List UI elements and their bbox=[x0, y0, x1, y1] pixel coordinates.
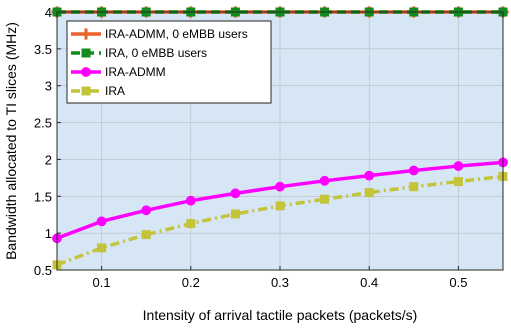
y-tick-label: 1.5 bbox=[34, 189, 52, 204]
y-tick-label: 1 bbox=[45, 226, 52, 241]
y-tick-label: 3.5 bbox=[34, 42, 52, 57]
y-axis-label: Bandwidth allocated to TI slices (MHz) bbox=[3, 22, 19, 260]
data-point bbox=[275, 201, 285, 211]
data-point bbox=[230, 188, 241, 199]
data-point bbox=[409, 182, 419, 192]
legend-item: IRA, 0 eMBB users bbox=[71, 46, 207, 60]
ticks: 0.1 0.2 0.3 0.4 0.5 0.5 1 1.5 2 2.5 3 3.5 4 bbox=[34, 5, 468, 290]
data-point bbox=[141, 205, 152, 216]
data-point bbox=[97, 243, 107, 253]
data-point bbox=[185, 195, 196, 206]
data-point bbox=[96, 216, 107, 227]
legend-item: IRA bbox=[71, 84, 125, 98]
series-2 bbox=[52, 157, 508, 244]
legend-item: IRA-ADMM bbox=[71, 65, 166, 79]
series-3 bbox=[52, 171, 508, 270]
data-point bbox=[275, 181, 285, 192]
data-point bbox=[453, 161, 464, 171]
data-point bbox=[186, 219, 196, 229]
data-point bbox=[230, 209, 240, 219]
x-tick-label: 0.4 bbox=[360, 275, 378, 290]
y-tick-label: 4 bbox=[45, 5, 52, 20]
data-point bbox=[81, 67, 91, 77]
x-tick-label: 0.3 bbox=[271, 275, 289, 290]
x-tick-label: 0.2 bbox=[182, 275, 200, 290]
data-point bbox=[364, 188, 374, 198]
data-point bbox=[320, 194, 330, 204]
data-point bbox=[453, 177, 463, 187]
y-tick-label: 2 bbox=[45, 152, 52, 167]
y-tick-label: 3 bbox=[45, 79, 52, 94]
y-tick-label: 2.5 bbox=[34, 116, 52, 131]
legend-item: IRA-ADMM, 0 eMBB users bbox=[71, 27, 248, 41]
data-point bbox=[81, 48, 91, 58]
legend-label: IRA bbox=[105, 84, 125, 98]
data-point bbox=[364, 170, 375, 181]
data-point bbox=[80, 28, 92, 40]
legend-label: IRA-ADMM bbox=[105, 65, 166, 79]
data-point bbox=[141, 230, 151, 240]
data-point bbox=[81, 86, 91, 96]
x-axis-label: Intensity of arrival tactile packets (pa… bbox=[143, 307, 418, 323]
y-tick-label: 0.5 bbox=[34, 263, 52, 278]
data-point bbox=[319, 175, 330, 186]
x-tick-label: 0.5 bbox=[449, 275, 467, 290]
data-point bbox=[408, 165, 419, 176]
legend: IRA-ADMM, 0 eMBB users IRA, 0 eMBB users I… bbox=[66, 20, 272, 104]
grid bbox=[57, 11, 503, 271]
legend-label: IRA-ADMM, 0 eMBB users bbox=[105, 27, 248, 41]
legend-label: IRA, 0 eMBB users bbox=[105, 46, 207, 60]
x-tick-label: 0.1 bbox=[93, 275, 111, 290]
